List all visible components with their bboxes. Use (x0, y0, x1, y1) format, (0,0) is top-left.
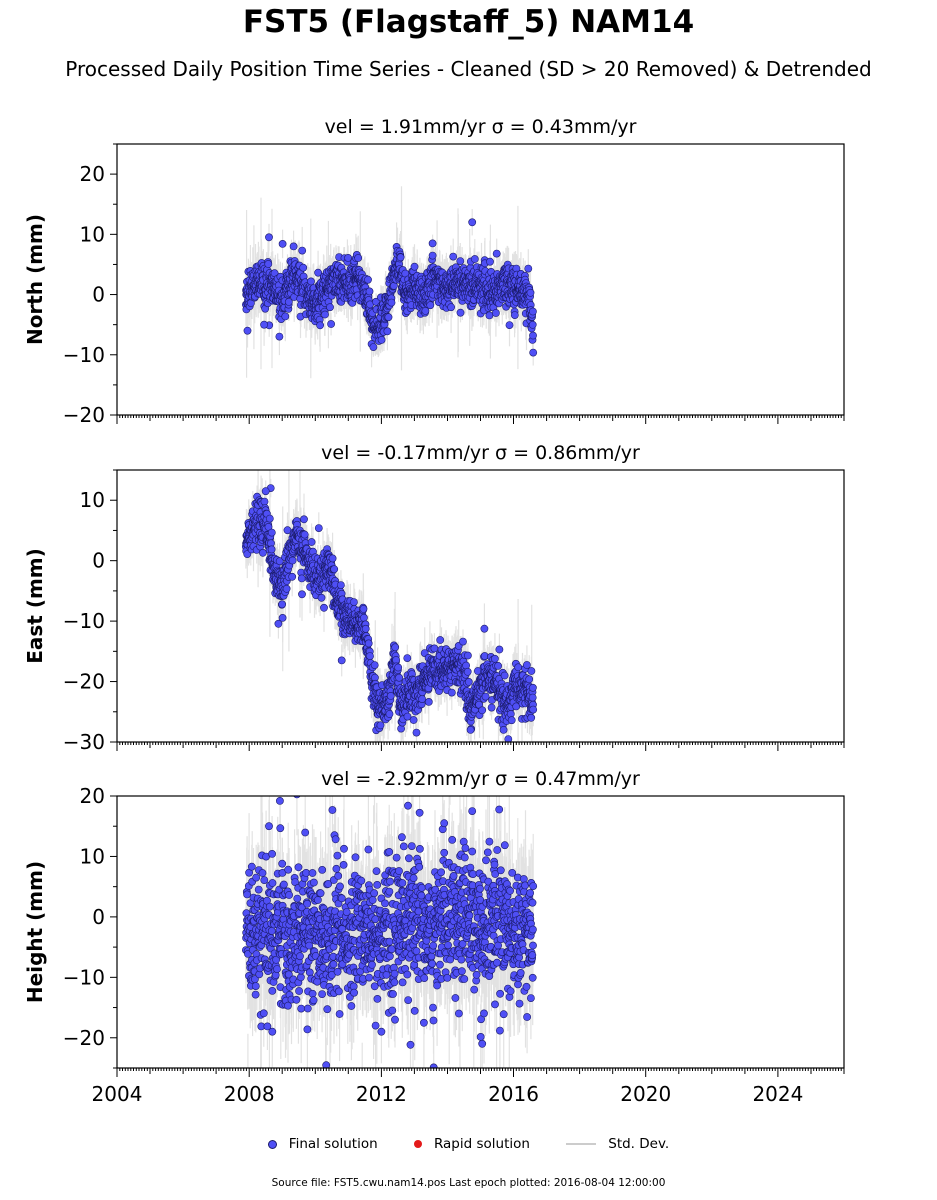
data-point (299, 263, 308, 272)
data-point (428, 239, 437, 248)
final-solution-points (241, 484, 538, 742)
data-point (526, 288, 535, 297)
panel-title: vel = 1.91mm/yr σ = 0.43mm/yr (325, 116, 637, 138)
y-tick-label: 10 (80, 222, 105, 246)
y-tick-label: −10 (63, 343, 105, 367)
data-point (275, 332, 284, 341)
data-point (456, 257, 465, 265)
data-point (449, 252, 458, 261)
data-point (267, 528, 276, 537)
data-point (288, 556, 297, 565)
data-point (372, 297, 380, 306)
data-point (278, 614, 287, 622)
data-point (307, 277, 315, 286)
data-point (492, 249, 501, 258)
data-point (321, 310, 329, 319)
figure-title: FST5 (Flagstaff_5) NAM14 (242, 4, 695, 40)
data-point (260, 320, 268, 329)
data-point (289, 242, 298, 251)
data-point (485, 311, 494, 320)
data-point (387, 298, 396, 307)
figure-subtitle: Processed Daily Position Time Series - C… (65, 57, 872, 81)
data-point (529, 331, 537, 340)
data-point (510, 311, 519, 319)
y-axis-label: North (mm) (23, 214, 47, 345)
data-point (377, 335, 386, 344)
data-point (528, 320, 537, 329)
y-tick-label: 20 (80, 162, 105, 186)
data-point (447, 303, 455, 312)
data-point (278, 600, 286, 609)
data-point (524, 264, 533, 273)
data-point (264, 260, 273, 268)
data-point (364, 275, 372, 284)
final-solution-points (241, 218, 538, 357)
data-point (284, 297, 293, 306)
data-point (260, 497, 269, 506)
y-axis-label: East (mm) (23, 548, 47, 664)
data-point (298, 246, 307, 255)
data-point (314, 268, 322, 277)
data-point (274, 619, 283, 628)
y-tick-label: −20 (63, 403, 105, 427)
data-point (278, 239, 287, 248)
data-point (267, 545, 276, 554)
data-point (486, 257, 494, 266)
data-point (396, 253, 405, 262)
data-point (529, 307, 537, 316)
data-point (354, 254, 363, 262)
data-point (265, 514, 274, 523)
data-point (468, 218, 477, 227)
data-point (288, 572, 297, 581)
data-point (281, 312, 290, 321)
data-point (265, 233, 273, 242)
data-point (264, 523, 273, 531)
data-point (316, 321, 324, 330)
y-tick-label: 0 (92, 283, 105, 307)
data-point (344, 253, 352, 262)
data-point (326, 303, 334, 312)
data-point (383, 327, 392, 336)
panel-title: vel = -0.17mm/yr σ = 0.86mm/yr (321, 442, 640, 464)
data-point (456, 308, 465, 317)
plot-area (241, 186, 538, 379)
data-point (327, 320, 335, 328)
data-point (282, 584, 291, 593)
data-point (529, 348, 538, 357)
std-dev-bars (245, 470, 534, 742)
data-point (365, 287, 374, 296)
data-point (426, 301, 435, 310)
data-point (470, 255, 479, 263)
data-point (491, 309, 500, 317)
data-point (384, 313, 393, 322)
data-point (428, 251, 437, 260)
data-point (243, 326, 252, 335)
data-point (421, 306, 430, 315)
data-point (258, 548, 267, 557)
plot-area (241, 470, 538, 742)
data-point (369, 343, 378, 351)
data-point (505, 321, 514, 329)
data-point (275, 557, 284, 566)
data-point (410, 262, 419, 271)
